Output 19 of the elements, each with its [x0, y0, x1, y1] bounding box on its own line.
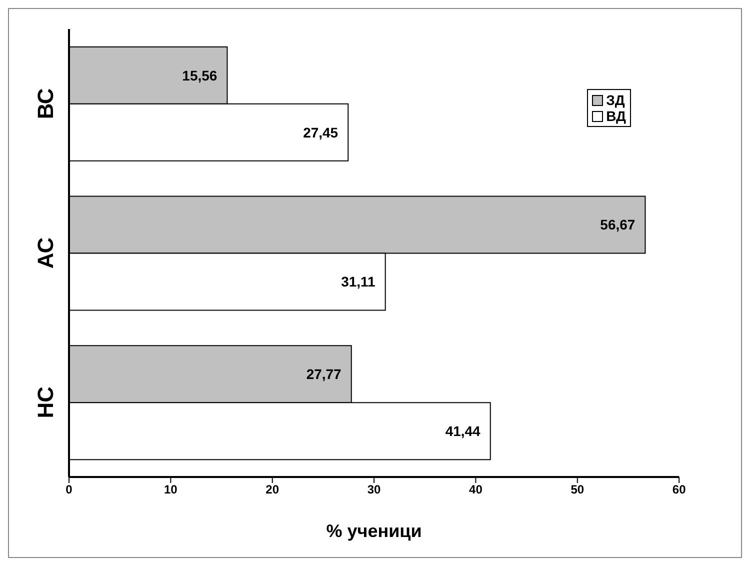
- y-tick-label: АС: [33, 237, 58, 269]
- y-tick-label: ВС: [33, 88, 58, 120]
- x-tick-label: 0: [66, 482, 73, 497]
- x-tick-label: 60: [672, 482, 686, 497]
- data-label: 15,56: [182, 67, 218, 84]
- x-tick-label: 30: [367, 482, 382, 497]
- x-tick-label: 20: [266, 482, 280, 497]
- x-tick-label: 40: [469, 482, 483, 497]
- data-label: 56,67: [600, 216, 636, 233]
- x-axis-title: % ученици: [326, 521, 422, 541]
- data-label: 27,45: [303, 124, 338, 140]
- x-tick-label: 10: [164, 482, 178, 497]
- data-label: 27,77: [306, 366, 342, 382]
- legend-label: ВД: [606, 108, 626, 124]
- y-tick-label: НС: [33, 386, 58, 418]
- legend-label: ЗД: [606, 92, 625, 108]
- data-label: 41,44: [445, 423, 481, 440]
- data-label: 31,11: [341, 274, 376, 290]
- x-tick-label: 50: [570, 482, 584, 497]
